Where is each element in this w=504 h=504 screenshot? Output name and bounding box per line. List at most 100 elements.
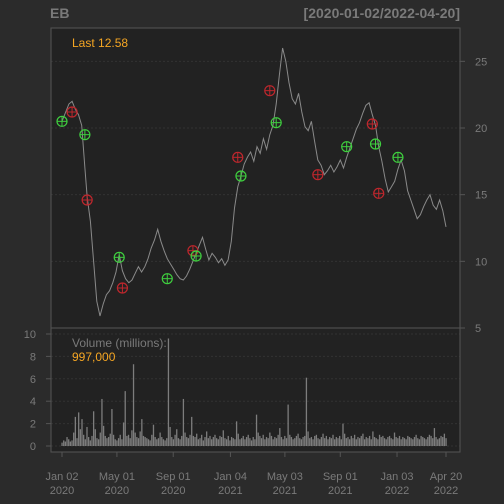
date-tick-label: Jan 02	[45, 471, 78, 483]
volume-bar	[372, 431, 374, 446]
volume-bar	[176, 429, 178, 446]
volume-bar	[325, 435, 328, 446]
volume-bar	[217, 439, 219, 446]
volume-bar	[317, 438, 319, 446]
volume-bar	[433, 428, 436, 446]
volume-bar	[342, 423, 344, 446]
volume-bar	[400, 439, 402, 446]
buy-signal-marker	[56, 115, 68, 127]
volume-bar	[197, 439, 200, 446]
volume-bar	[365, 437, 367, 446]
volume-bar	[427, 437, 429, 446]
volume-bar	[121, 439, 123, 446]
volume-bars	[61, 338, 447, 446]
volume-bar	[63, 440, 65, 446]
volume-bar	[151, 434, 153, 446]
volume-bar	[214, 434, 216, 446]
sell-signal-marker	[66, 106, 78, 118]
volume-bar	[257, 432, 259, 446]
volume-bar	[315, 434, 318, 446]
volume-bar	[435, 437, 437, 446]
date-tick-year: 2021	[328, 485, 352, 497]
volume-bar	[79, 429, 81, 446]
volume-bar	[134, 432, 136, 446]
volume-bar	[294, 438, 296, 446]
volume-tick-label: 0	[30, 441, 36, 453]
volume-bar	[255, 414, 258, 446]
volume-bar	[412, 439, 414, 446]
volume-bar	[382, 435, 384, 446]
volume-bar	[442, 437, 444, 446]
volume-bar	[270, 435, 273, 446]
volume-bar	[209, 435, 211, 446]
volume-bar	[319, 439, 321, 446]
volume-bar	[96, 438, 98, 446]
buy-signal-marker	[235, 170, 247, 182]
volume-bar	[219, 435, 221, 446]
date-tick-label: Sep 01	[156, 471, 191, 483]
volume-bar	[299, 438, 301, 446]
volume-bar	[71, 440, 73, 446]
volume-bar	[161, 437, 163, 446]
volume-bar	[332, 434, 334, 446]
volume-bar	[137, 438, 140, 446]
volume-bar	[204, 437, 206, 446]
volume-bar	[410, 438, 412, 446]
volume-bar	[230, 437, 233, 446]
volume-legend-value: 997,000	[72, 350, 116, 364]
volume-tick-label: 6	[30, 374, 36, 386]
volume-tick-label: 4	[30, 396, 36, 408]
volume-bar	[152, 424, 155, 446]
volume-bar	[335, 437, 337, 446]
volume-bar	[191, 416, 193, 446]
volume-bar	[234, 439, 236, 446]
buy-signal-marker	[79, 129, 91, 141]
volume-bar	[64, 441, 67, 446]
volume-bar	[116, 440, 118, 446]
volume-bar	[162, 439, 165, 446]
volume-bar	[292, 439, 294, 446]
volume-bar	[132, 364, 135, 446]
volume-bar	[186, 437, 188, 446]
buy-signal-marker	[369, 138, 382, 150]
volume-bar	[111, 409, 113, 446]
volume-bar	[232, 438, 234, 446]
volume-bar	[285, 438, 288, 446]
date-axis-ticks: Jan 02 2020 May 01 2020 Sep 01 2020 Jan 04 2021…	[45, 452, 462, 497]
volume-bar	[309, 438, 311, 446]
volume-bar	[357, 437, 359, 446]
volume-bar	[312, 439, 314, 446]
volume-bar	[320, 437, 323, 446]
volume-bar	[247, 434, 249, 446]
volume-bar	[202, 440, 204, 446]
volume-bar	[104, 435, 106, 446]
volume-bar	[112, 434, 115, 446]
volume-bar	[235, 421, 238, 446]
volume-bar	[69, 441, 72, 446]
volume-bar	[388, 435, 391, 446]
volume-bar	[277, 434, 279, 446]
volume-bar	[196, 433, 198, 446]
volume-bar	[131, 430, 133, 446]
sell-signal-marker	[81, 194, 93, 206]
buy-signal-marker	[270, 117, 282, 129]
volume-bar	[164, 440, 166, 446]
volume-bar	[360, 435, 362, 446]
volume-bar	[422, 437, 424, 446]
date-tick-year: 2020	[50, 485, 74, 497]
volume-bar	[362, 433, 364, 446]
volume-bar	[201, 434, 203, 446]
volume-bar	[157, 438, 160, 446]
volume-bar	[398, 435, 401, 446]
date-tick-label: May 03	[267, 471, 303, 483]
volume-bar	[86, 426, 88, 446]
volume-bar	[324, 438, 326, 446]
volume-bar	[432, 438, 434, 446]
volume-bar	[269, 432, 271, 446]
volume-bar	[423, 438, 426, 446]
volume-bar	[87, 437, 90, 446]
volume-bar	[339, 435, 341, 446]
symbol-title: EB	[50, 5, 70, 21]
volume-bar	[240, 438, 243, 446]
volume-bar	[297, 433, 299, 446]
